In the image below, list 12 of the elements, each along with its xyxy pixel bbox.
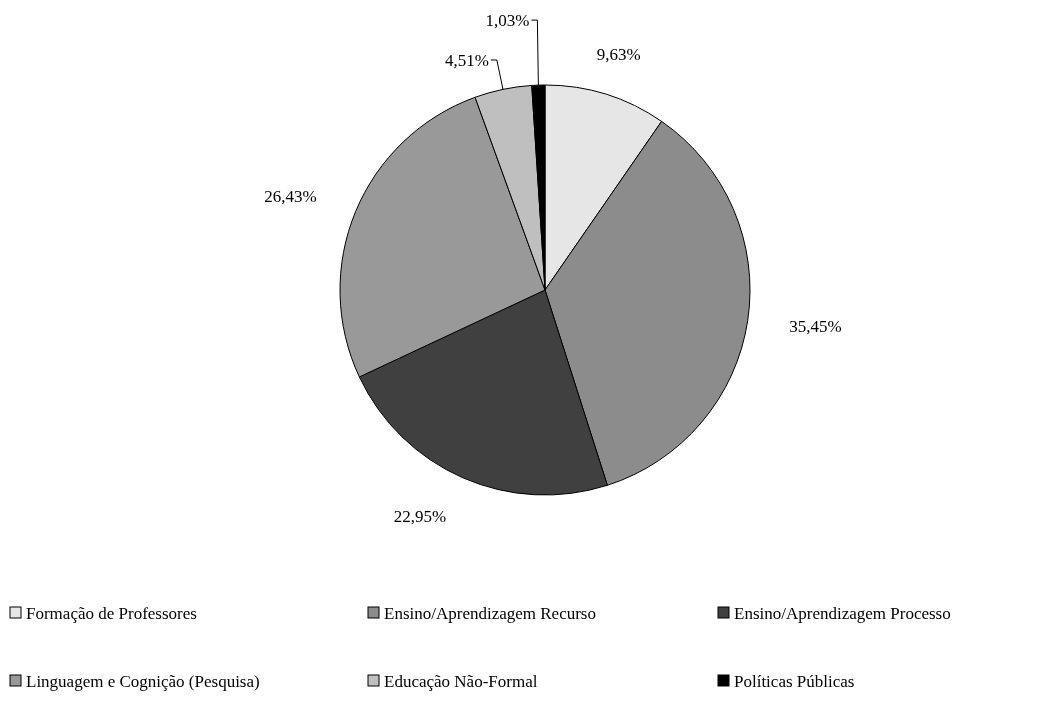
data-label: 26,43% [264,186,317,206]
legend-label: Ensino/Aprendizagem Processo [734,603,951,623]
legend-label: Educação Não-Formal [384,671,538,691]
data-label: 35,45% [789,317,842,337]
data-label: 1,03% [485,11,530,31]
data-label: 4,51% [444,50,489,70]
data-label: 22,95% [393,507,447,527]
legend-label: Políticas Públicas [734,671,855,691]
legend-label: Formação de Professores [26,603,197,623]
data-label: 9,63% [596,45,641,65]
legend-label: Ensino/Aprendizagem Recurso [384,603,596,623]
legend-label: Linguagem e Cognição (Pesquisa) [26,671,260,691]
